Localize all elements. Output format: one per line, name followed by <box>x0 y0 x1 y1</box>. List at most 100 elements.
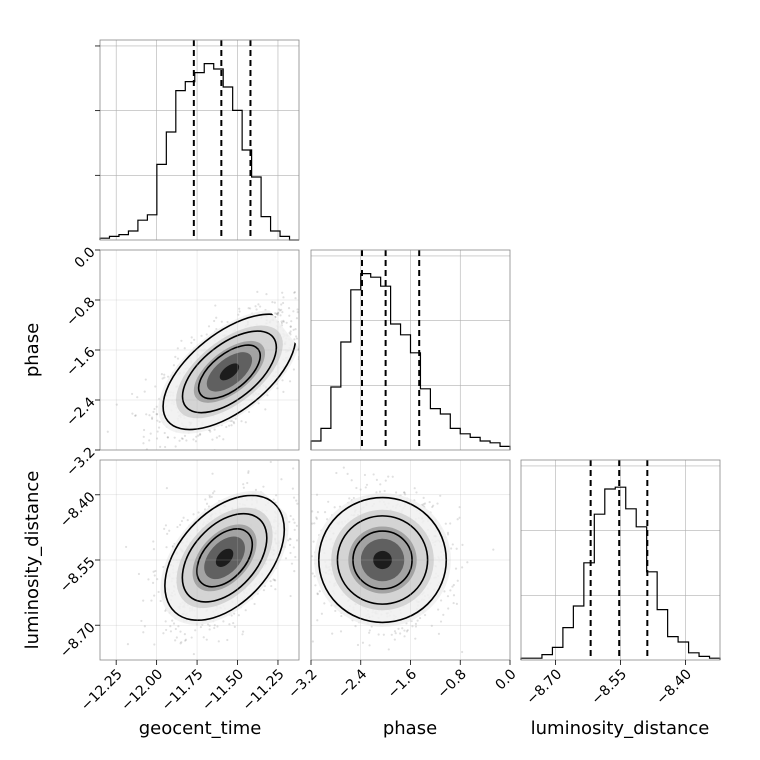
scatter-point <box>179 523 182 526</box>
scatter-point <box>172 622 176 625</box>
hist-frame-phase <box>310 249 511 451</box>
scatter-point <box>164 620 167 623</box>
scatter-point <box>280 303 283 306</box>
scatter-point <box>311 522 314 525</box>
scatter-point <box>278 309 282 312</box>
scatter-point <box>333 506 336 509</box>
scatter-point <box>304 339 306 341</box>
scatter-point <box>168 529 171 532</box>
scatter-point <box>159 599 162 603</box>
scatter-point <box>390 633 393 636</box>
hist-line-phase <box>310 273 511 450</box>
scatter-point <box>280 478 283 481</box>
scatter-point <box>307 554 309 556</box>
scatter-point <box>152 540 155 543</box>
scatter-point <box>515 587 517 589</box>
x-tick-label-phase-2: −1.6 <box>385 666 420 701</box>
scatter-point <box>259 305 262 308</box>
scatter-point <box>281 291 284 294</box>
scatter-point <box>232 621 235 625</box>
scatter-point <box>282 296 285 299</box>
scatter-point <box>175 636 178 639</box>
scatter-point <box>202 636 205 639</box>
contour-line-0 <box>164 494 286 622</box>
hist-panel-geocent_time <box>95 39 300 241</box>
scatter-point <box>450 547 453 550</box>
x-tick-label-phase-1: −2.4 <box>335 666 370 701</box>
scatter-point <box>247 471 250 474</box>
scatter-point <box>289 514 292 518</box>
scatter-point <box>461 543 464 546</box>
scatter-point <box>272 578 275 581</box>
scatter-point <box>197 434 200 437</box>
scatter-point <box>142 428 146 432</box>
scatter-point <box>275 312 278 315</box>
scatter-point <box>226 320 229 324</box>
scatter-point <box>181 437 184 440</box>
scatter-point <box>303 540 305 542</box>
scatter-point <box>262 589 266 592</box>
scatter-panel-luminosity_distance-phase <box>303 459 517 661</box>
scatter-point <box>184 457 186 459</box>
scatter-point <box>208 628 211 631</box>
scatter-point <box>303 539 305 541</box>
scatter-point <box>290 562 294 565</box>
scatter-point <box>387 475 390 478</box>
scatter-point <box>446 533 450 536</box>
scatter-point <box>264 408 267 411</box>
scatter-point <box>247 410 251 414</box>
scatter-point <box>291 487 294 490</box>
scatter-point <box>205 333 208 336</box>
scatter-point <box>350 479 353 482</box>
scatter-point <box>356 643 360 647</box>
scatter-point <box>306 328 308 330</box>
scatter-point <box>293 291 296 294</box>
scatter-point <box>289 551 292 555</box>
scatter-point <box>414 622 418 625</box>
scatter-point <box>285 321 288 324</box>
scatter-point <box>222 620 225 623</box>
scatter-point <box>230 614 233 617</box>
scatter-point <box>294 297 297 300</box>
scatter-point <box>156 430 159 433</box>
scatter-point <box>230 424 233 427</box>
scatter-point <box>437 608 440 611</box>
scatter-point <box>375 491 378 494</box>
scatter-point <box>238 307 241 310</box>
scatter-point <box>157 426 161 429</box>
x-tick-label-geocent_time-2: −11.75 <box>159 666 207 714</box>
scatter-point <box>403 629 406 632</box>
scatter-point <box>159 445 162 448</box>
scatter-point <box>288 520 291 524</box>
scatter-point <box>205 502 209 505</box>
scatter-point <box>272 498 275 501</box>
scatter-point <box>306 315 308 317</box>
scatter-point <box>364 486 367 489</box>
scatter-point <box>314 584 317 587</box>
scatter-point <box>207 325 211 328</box>
scatter-point <box>150 417 154 420</box>
scatter-point <box>213 490 216 493</box>
scatter-point <box>131 412 134 415</box>
scatter-point <box>372 473 375 476</box>
scatter-point <box>257 402 260 405</box>
scatter-point <box>431 505 434 509</box>
scatter-point <box>402 491 406 494</box>
scatter-point <box>242 630 245 633</box>
scatter-point <box>275 494 278 497</box>
scatter-point <box>269 580 272 583</box>
scatter-point <box>198 432 202 436</box>
scatter-point <box>164 524 168 527</box>
scatter-point <box>185 439 188 442</box>
scatter-point <box>391 475 394 478</box>
scatter-point <box>423 502 427 505</box>
scatter-point <box>153 594 156 597</box>
scatter-point <box>282 301 285 305</box>
scatter-point <box>152 410 155 413</box>
scatter-point <box>289 538 292 541</box>
scatter-point <box>289 325 292 328</box>
scatter-point <box>148 439 151 442</box>
scatter-point <box>218 435 221 438</box>
scatter-point <box>312 540 315 543</box>
scatter-point <box>299 533 301 535</box>
